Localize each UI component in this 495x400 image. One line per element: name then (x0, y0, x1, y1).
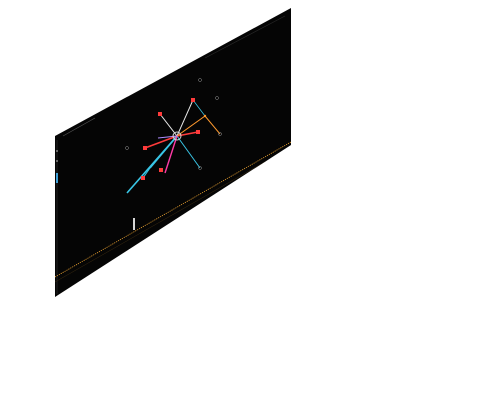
edge (144, 135, 178, 149)
previous-icon[interactable] (161, 229, 165, 233)
outline-node-icon[interactable] (198, 78, 202, 82)
edge (157, 135, 178, 139)
player-controls (161, 215, 189, 233)
node-icon[interactable] (191, 98, 195, 102)
next-icon[interactable] (185, 215, 189, 219)
edge (176, 115, 206, 137)
edge (126, 135, 178, 194)
outline-node-icon[interactable] (198, 166, 202, 170)
edge (159, 113, 178, 137)
outline-node-icon[interactable] (215, 96, 219, 100)
rewind-icon[interactable] (166, 226, 170, 230)
node-icon[interactable] (158, 112, 162, 116)
sidebar-item-3-active[interactable] (56, 173, 58, 183)
node-icon[interactable] (159, 168, 163, 172)
hub-node-icon[interactable] (172, 131, 182, 141)
app-window (55, 8, 291, 297)
play-icon[interactable] (171, 220, 179, 228)
graph-nodes (125, 78, 222, 180)
edge (176, 135, 201, 169)
edge (176, 99, 194, 137)
graph-edges (126, 99, 221, 194)
timeline-marker[interactable] (133, 218, 135, 230)
header-title-line (62, 117, 96, 137)
node-icon[interactable] (141, 176, 145, 180)
node-icon[interactable] (203, 114, 207, 118)
edge (192, 99, 206, 117)
edge (164, 135, 178, 174)
sidebar-item-2[interactable] (56, 160, 58, 162)
outline-node-icon[interactable] (125, 146, 129, 150)
network-view (55, 15, 291, 294)
timeline-track[interactable] (55, 141, 291, 278)
outline-node-icon[interactable] (218, 132, 222, 136)
sidebar-item-1[interactable] (56, 150, 58, 152)
header-rule (204, 15, 286, 59)
timeline-subtrack (55, 146, 291, 283)
edge (204, 115, 221, 135)
node-icon[interactable] (196, 130, 200, 134)
timeline[interactable] (55, 141, 291, 283)
node-icon[interactable] (143, 146, 147, 150)
forward-icon[interactable] (180, 218, 184, 222)
